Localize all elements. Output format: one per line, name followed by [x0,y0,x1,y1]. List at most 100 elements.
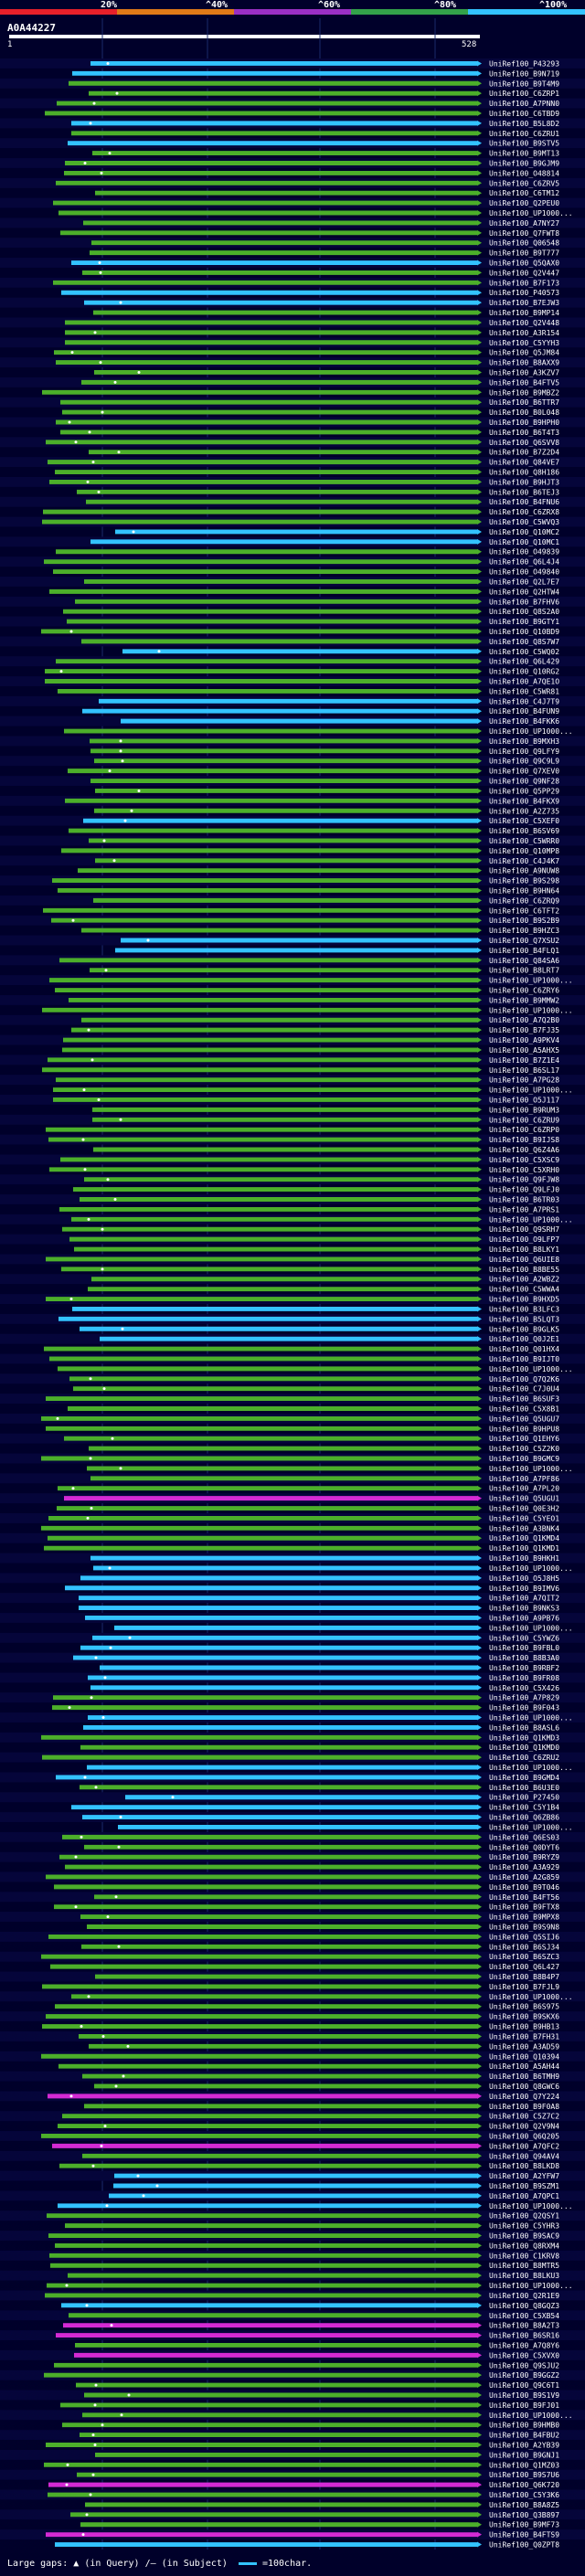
hit-label[interactable]: UniRef100_Q1KMD1 [489,1544,559,1553]
hit-row[interactable]: UniRef100_C6ZRY6 [55,987,559,995]
hit-label[interactable]: UniRef100_Q0ZPT8 [489,2541,559,2549]
hit-row[interactable]: UniRef100_B9GGZ2 [44,2371,559,2380]
hit-row[interactable]: UniRef100_C4J7T9 [99,697,559,705]
hit-label[interactable]: UniRef100_B9NKS3 [489,1605,559,1613]
hit-label[interactable]: UniRef100_A3AD59 [489,2042,559,2051]
hit-label[interactable]: UniRef100_A7PNN0 [489,100,559,108]
hit-label[interactable]: UniRef100_Q9LFJ0 [489,1186,559,1194]
hit-row[interactable]: UniRef100_A3BNK4 [41,1524,559,1532]
hit-label[interactable]: UniRef100_B9S7U6 [489,2471,559,2479]
hit-row[interactable]: UniRef100_Q8S7W7 [81,638,559,646]
hit-label[interactable]: UniRef100_A2G859 [489,1873,559,1882]
hit-row[interactable]: UniRef100_Q6K720 [48,2481,559,2489]
hit-row[interactable]: UniRef100_B9FBL0 [80,1644,559,1652]
hit-row[interactable]: UniRef100_B9IMV6 [65,1585,559,1593]
hit-row[interactable]: UniRef100_B9GMC9 [41,1455,559,1463]
hit-row[interactable]: UniRef100_B0L048 [62,408,559,417]
hit-row[interactable]: UniRef100_B9MMW2 [69,996,559,1004]
hit-label[interactable]: UniRef100_C5XEF0 [489,817,559,825]
hit-row[interactable]: UniRef100_B7Z2D4 [89,449,559,457]
hit-row[interactable]: UniRef100_B9T777 [90,249,559,258]
hit-row[interactable]: UniRef100_Q8RXM4 [55,2242,559,2250]
hit-row[interactable]: UniRef100_B7Z1E4 [48,1056,559,1065]
hit-label[interactable]: UniRef100_A7P829 [489,1694,559,1702]
hit-row[interactable]: UniRef100_Q01HX4 [44,1345,559,1353]
hit-row[interactable]: UniRef100_C5XB54 [69,2312,559,2320]
hit-row[interactable]: UniRef100_Q7XSU2 [121,937,559,945]
hit-label[interactable]: UniRef100_Q6L4J4 [489,558,559,567]
hit-row[interactable]: UniRef100_Q1KMD0 [80,1744,559,1752]
hit-label[interactable]: UniRef100_UP1000... [489,1823,573,1831]
hit-label[interactable]: UniRef100_B9HMB0 [489,2422,559,2430]
hit-label[interactable]: UniRef100_Q6ZB86 [489,1814,559,1822]
hit-label[interactable]: UniRef100_B8AXX9 [489,359,559,367]
hit-label[interactable]: UniRef100_A2YB39 [489,2442,559,2450]
hit-label[interactable]: UniRef100_Q7XSU2 [489,937,559,945]
hit-label[interactable]: UniRef100_B9GNJ1 [489,2451,559,2459]
hit-row[interactable]: UniRef100_C7J0U4 [73,1385,559,1394]
hit-label[interactable]: UniRef100_Q8S2A0 [489,608,559,616]
hit-label[interactable]: UniRef100_B9N719 [489,69,559,78]
hit-label[interactable]: UniRef100_Q9C9L9 [489,758,559,766]
hit-row[interactable]: UniRef100_B3LFC3 [72,1305,559,1313]
hit-label[interactable]: UniRef100_A7QIT2 [489,1595,559,1603]
hit-label[interactable]: UniRef100_Q9FJW8 [489,1176,559,1184]
hit-label[interactable]: UniRef100_Q10MP8 [489,847,559,855]
hit-label[interactable]: UniRef100_B9GJM9 [489,159,559,167]
hit-row[interactable]: UniRef100_A3AD59 [89,2042,559,2051]
hit-row[interactable]: UniRef100_C5YWZ6 [92,1634,559,1642]
hit-label[interactable]: UniRef100_B9T4M9 [489,80,559,88]
hit-label[interactable]: UniRef100_B4FKX9 [489,797,559,805]
hit-label[interactable]: UniRef100_B8BE55 [489,1266,559,1274]
hit-label[interactable]: UniRef100_Q1KMD3 [489,1733,559,1742]
hit-row[interactable]: UniRef100_B9FTX8 [54,1903,559,1912]
hit-label[interactable]: UniRef100_UP1000... [489,1365,573,1373]
hit-label[interactable]: UniRef100_B9S298 [489,877,559,885]
hit-label[interactable]: UniRef100_B8A8Z5 [489,2501,559,2509]
hit-label[interactable]: UniRef100_Q5JM84 [489,349,559,357]
hit-label[interactable]: UniRef100_B9HJT3 [489,478,559,486]
hit-label[interactable]: UniRef100_B9RBF2 [489,1664,559,1672]
hit-label[interactable]: UniRef100_Q84SA6 [489,957,559,965]
hit-row[interactable]: UniRef100_UP1000... [71,1215,573,1224]
hit-label[interactable]: UniRef100_A9PB76 [489,1614,559,1622]
hit-label[interactable]: UniRef100_B9GGZ2 [489,2371,559,2380]
hit-label[interactable]: UniRef100_Q10RG2 [489,668,559,676]
hit-row[interactable]: UniRef100_B8B3A0 [73,1654,559,1662]
hit-row[interactable]: UniRef100_B6SUF3 [46,1395,559,1404]
hit-label[interactable]: UniRef100_B9MP14 [489,309,559,317]
hit-row[interactable]: UniRef100_B9HPH0 [56,419,559,427]
hit-row[interactable]: UniRef100_B9HKH1 [90,1554,559,1563]
hit-label[interactable]: UniRef100_O49839 [489,548,559,557]
hit-label[interactable]: UniRef100_UP1000... [489,1714,573,1723]
hit-row[interactable]: UniRef100_B9S9N8 [87,1924,559,1932]
hit-label[interactable]: UniRef100_UP1000... [489,209,573,217]
hit-row[interactable]: UniRef100_B5LQT3 [58,1315,559,1323]
hit-row[interactable]: UniRef100_Q6L429 [56,658,559,666]
hit-label[interactable]: UniRef100_A7QPC1 [489,2192,559,2200]
hit-row[interactable]: UniRef100_C5XVX0 [74,2351,559,2359]
hit-row[interactable]: UniRef100_Q7FWT8 [60,229,559,238]
hit-row[interactable]: UniRef100_C5YHR3 [65,2222,559,2231]
hit-row[interactable]: UniRef100_Q8GWC6 [94,2083,559,2091]
hit-label[interactable]: UniRef100_B9S2B9 [489,917,559,925]
hit-row[interactable]: UniRef100_B6TR03 [80,1196,559,1204]
hit-label[interactable]: UniRef100_UP1000... [489,1465,573,1473]
hit-row[interactable]: UniRef100_Q7Q2K6 [69,1375,559,1383]
hit-label[interactable]: UniRef100_B6SR16 [489,2332,559,2340]
hit-label[interactable]: UniRef100_B0L048 [489,408,559,417]
hit-row[interactable]: UniRef100_A2YFW7 [114,2172,559,2180]
hit-row[interactable]: UniRef100_O5J8H5 [80,1574,559,1583]
hit-label[interactable]: UniRef100_UP1000... [489,1564,573,1573]
hit-row[interactable]: UniRef100_Q10BD9 [41,628,559,636]
hit-row[interactable]: UniRef100_B6SZC3 [41,1953,559,1961]
hit-label[interactable]: UniRef100_A3A929 [489,1863,559,1871]
hit-row[interactable]: UniRef100_C6ZRU2 [42,1754,559,1762]
hit-row[interactable]: UniRef100_Q6Q205 [41,2132,559,2140]
hit-label[interactable]: UniRef100_B7FH31 [489,2032,559,2041]
hit-label[interactable]: UniRef100_A2WBZ2 [489,1276,559,1284]
hit-row[interactable]: UniRef100_B4FNU6 [86,498,559,506]
hit-row[interactable]: UniRef100_B4FKX9 [65,797,559,805]
hit-row[interactable]: UniRef100_UP1000... [82,2412,573,2420]
hit-row[interactable]: UniRef100_Q2PEU0 [53,199,559,207]
